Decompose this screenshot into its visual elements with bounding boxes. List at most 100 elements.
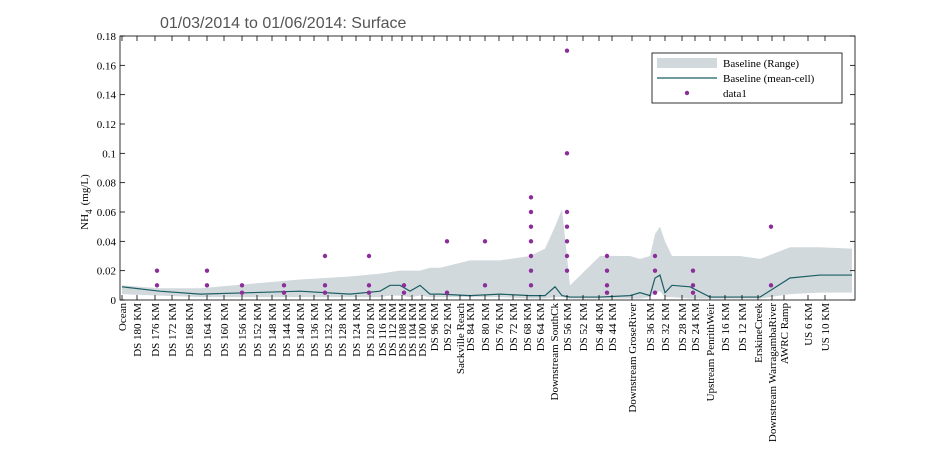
legend-label: Baseline (mean-cell) [723,73,815,85]
data-point [281,283,287,288]
data-point [690,283,696,288]
x-tick-label: US 6 KM [803,303,815,346]
data-point [401,290,407,295]
legend-label: Baseline (Range) [723,58,799,70]
x-tick-label: DS 168 KM [184,303,196,357]
x-tick-label: DS 104 KM [407,303,419,357]
y-tick-label: 0 [111,295,117,307]
x-tick-label: DS 32 KM [660,303,672,352]
data-point [322,290,328,295]
data-point [604,290,610,295]
data-point [366,283,372,288]
y-tick-label: 0.1 [102,148,116,160]
x-tick-label: DS 164 KM [202,303,214,357]
y-tick-label: 0.08 [97,178,117,190]
x-tick-label: DS 156 KM [237,303,249,357]
y-tick-label: 0.12 [97,119,116,131]
data-point [564,209,570,215]
x-tick-label: DS 96 KM [429,303,441,352]
x-tick-label: DS 72 KM [508,303,520,352]
data-point [690,290,696,295]
data-point [444,290,450,295]
data-point [401,283,407,288]
data-point [322,253,328,259]
x-tick-label: DS 80 KM [480,303,492,352]
data-point [528,239,534,244]
x-tick-label: DS 48 KM [594,303,606,352]
x-tick-label: ErskineCreek [753,303,765,363]
x-tick-label: DS 12 KM [737,303,749,352]
data-point [239,290,245,295]
x-tick-label: DS 180 KM [132,303,144,357]
data-point [154,268,160,273]
data-point [204,268,210,273]
plot-frame [119,35,856,301]
x-tick-label: DS 132 KM [323,303,335,357]
x-tick-label: DS 16 KM [720,303,732,352]
x-tick-label: DS 108 KM [397,303,409,357]
y-tick-label: 0.14 [97,90,117,102]
legend-label: data1 [723,88,747,100]
x-tick-label: DS 144 KM [281,303,293,357]
data-point [154,283,160,288]
y-axis-label: NH4 (mg/L) [79,174,94,230]
x-tick-label: DS 116 KM [377,303,389,357]
data-point [768,283,774,288]
data-point [564,48,570,53]
chart-title: 01/03/2014 to 01/06/2014: Surface [160,15,407,32]
x-tick-label: DS 176 KM [150,303,162,357]
x-tick-label: DS 36 KM [645,303,657,352]
data-point [528,224,534,229]
x-tick-label: DS 24 KM [690,303,702,352]
x-tick-label: Downstream WarragambaRiver [767,303,779,442]
y-label-unit: (mg/L) [79,174,91,205]
y-tick-label: 0.02 [97,266,116,278]
x-tick-label: DS 160 KM [219,303,231,357]
data-point [322,283,328,288]
x-tick-label: DS 148 KM [267,303,279,357]
data-point [366,290,372,295]
data-point [652,253,658,259]
data-point [528,283,534,288]
y-tick-label: 0.04 [97,236,117,248]
y-tick-label: 0.06 [97,207,117,219]
x-tick-label: DS 76 KM [494,303,506,352]
data-point [482,239,488,244]
data-point [528,209,534,215]
data-point [482,283,488,288]
x-tick-label: DS 84 KM [465,303,477,352]
data-point [204,283,210,288]
data-point [366,253,372,259]
x-tick-label: DS 128 KM [337,303,349,357]
data-point [604,283,610,288]
range-area [122,209,852,299]
data-point [604,268,610,273]
x-tick-label: Downstream GroseRiver [627,303,639,413]
data-point [768,224,774,229]
data-point [239,283,245,288]
x-tick-label: AWRC Ramp [779,303,791,365]
data-point [652,290,658,295]
data-point [528,253,534,259]
x-tick-label: DS 92 KM [442,303,454,352]
data-point [444,239,450,244]
x-tick-label: Upstream PenrithWeir [705,303,717,402]
data-point [564,268,570,273]
y-tick-label: 0.16 [97,60,117,72]
data-point [528,268,534,273]
legend-swatch [684,90,690,96]
data-point [528,195,534,200]
x-tick-label: US 10 KM [820,303,832,352]
y-tick-label: 0.18 [97,31,117,43]
x-tick-label: DS 100 KM [417,303,429,357]
x-tick-label: DS 172 KM [167,303,179,357]
data-point [564,239,570,244]
data-point [564,151,570,156]
x-tick-label: DS 112 KM [387,303,399,357]
x-tick-label: DS 152 KM [252,303,264,357]
data-point [652,268,658,273]
data-point [690,268,696,273]
data-point [564,253,570,259]
x-tick-label: DS 64 KM [535,303,547,352]
